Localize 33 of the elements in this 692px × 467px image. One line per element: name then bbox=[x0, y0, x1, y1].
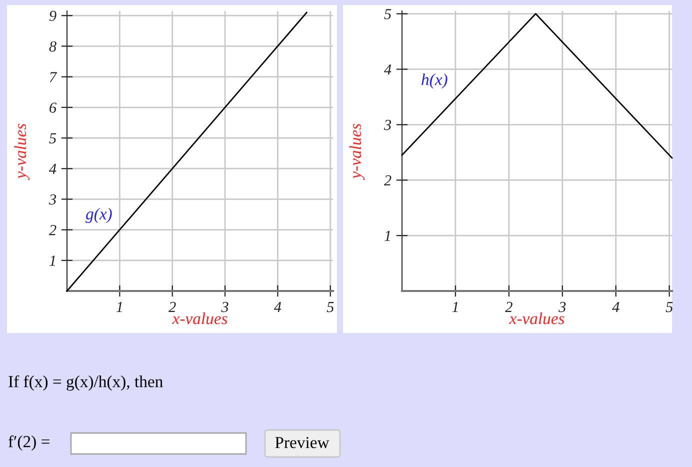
x-tick-label: 4 bbox=[612, 302, 620, 312]
x-tick-label: 2 bbox=[168, 302, 176, 312]
annotation: g(x) bbox=[86, 208, 112, 223]
y-axis-title: y-values bbox=[14, 124, 30, 180]
y-tick-label: 8 bbox=[49, 41, 56, 52]
y-tick-label: 4 bbox=[48, 164, 56, 174]
x-tick-label: 3 bbox=[558, 302, 566, 312]
y-tick-label: 2 bbox=[48, 224, 56, 236]
x-tick-label: 1 bbox=[116, 302, 122, 312]
y-tick-label: 5 bbox=[384, 9, 392, 20]
annotation: h(x) bbox=[422, 73, 448, 89]
x-axis-title: x-values bbox=[509, 312, 564, 324]
y-tick-label: 5 bbox=[49, 133, 56, 144]
text: Preview bbox=[275, 436, 330, 448]
y-tick-label: 1 bbox=[49, 256, 55, 266]
x-tick-label: 5 bbox=[326, 302, 334, 312]
y-tick-label: 3 bbox=[384, 120, 392, 130]
y-tick-label: 9 bbox=[49, 10, 56, 22]
x-tick-label: 5 bbox=[666, 302, 673, 312]
y-tick-label: 2 bbox=[384, 175, 392, 186]
y-tick-label: 7 bbox=[50, 72, 58, 82]
y-axis-title: y-values bbox=[349, 124, 364, 180]
y-tick-label: 6 bbox=[50, 102, 57, 113]
text: f′(2) = bbox=[8, 435, 50, 451]
y-tick-label: 1 bbox=[384, 230, 390, 241]
x-tick-label: 3 bbox=[221, 302, 228, 312]
y-tick-label: 4 bbox=[384, 64, 392, 75]
y-tick-label: 3 bbox=[48, 194, 56, 205]
x-tick-label: 1 bbox=[452, 302, 458, 312]
x-tick-label: 4 bbox=[274, 302, 282, 312]
x-tick-label: 2 bbox=[505, 302, 512, 312]
x-axis-title: x-values bbox=[172, 312, 228, 324]
text: If f(x) = g(x)/h(x), then bbox=[8, 375, 163, 391]
